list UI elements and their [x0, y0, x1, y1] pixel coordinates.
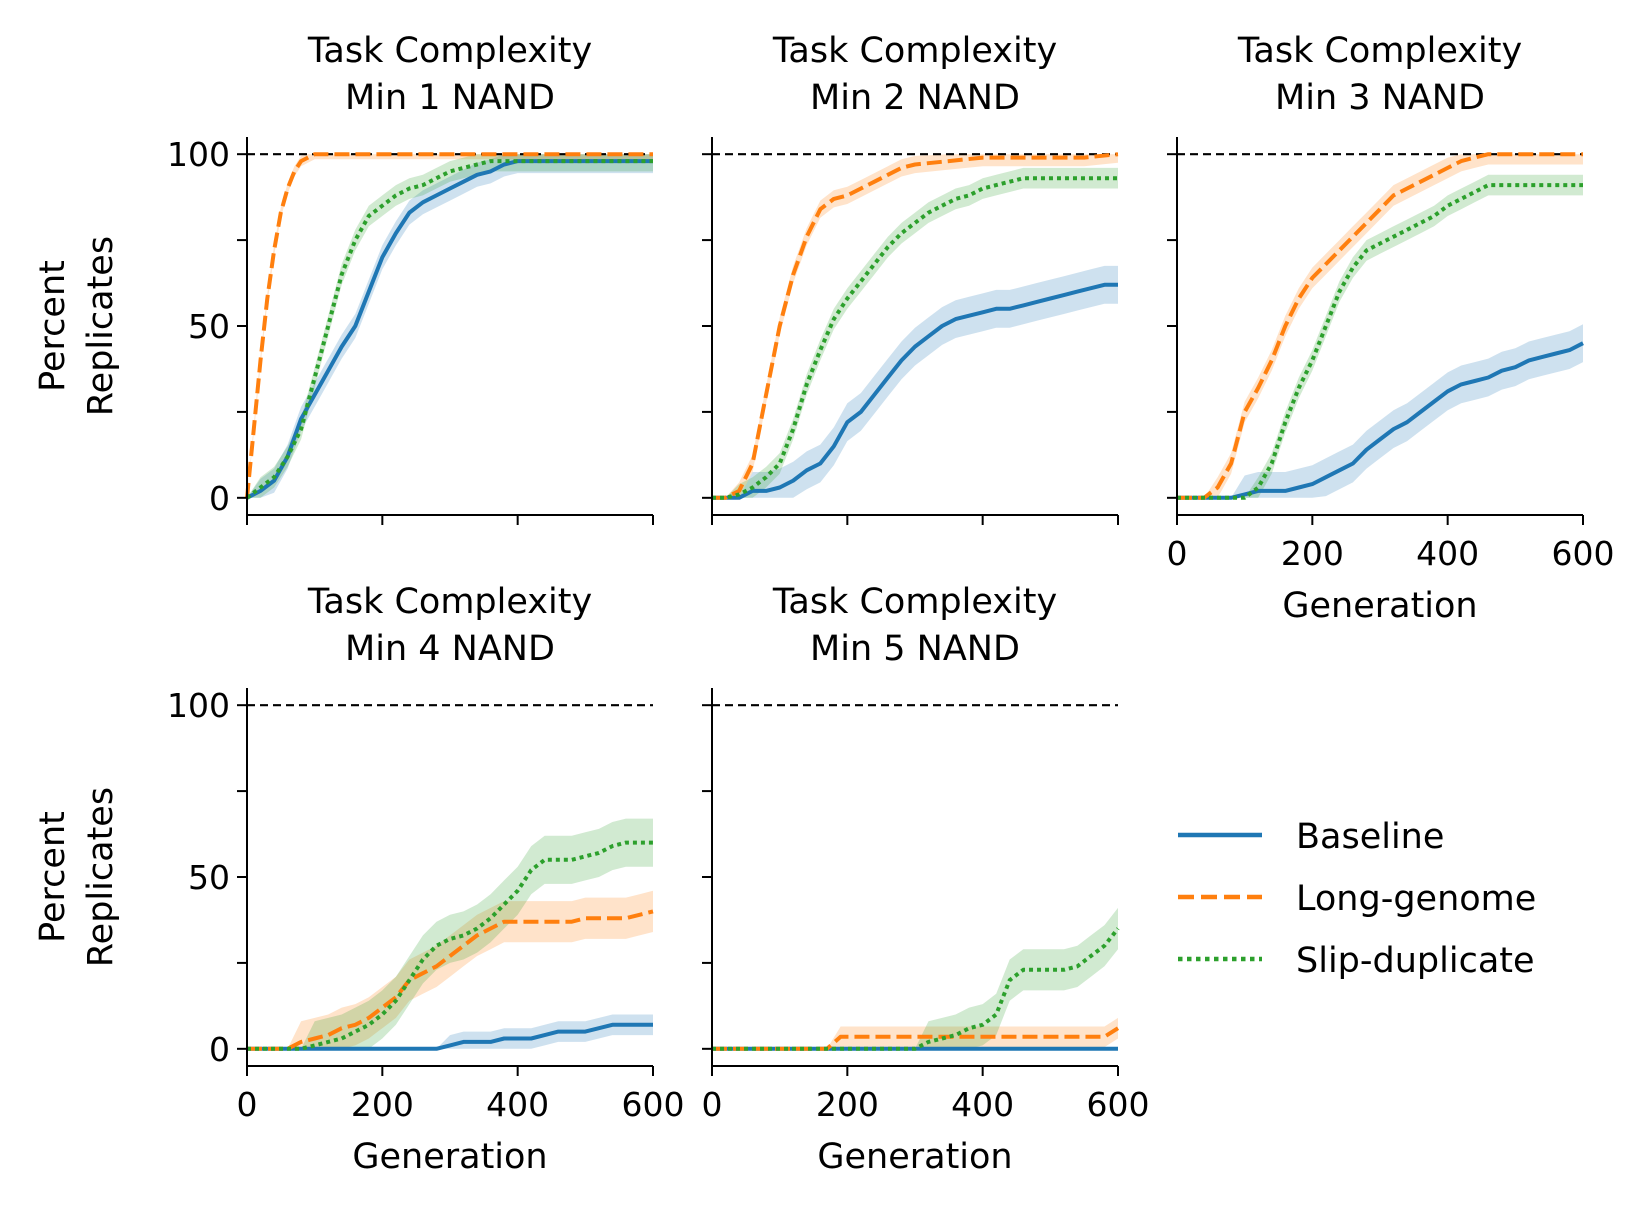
- series-line-long-genome: [247, 909, 654, 1051]
- series-line-long-genome: [712, 152, 1119, 500]
- confidence-band-baseline: [247, 154, 653, 498]
- series-line-baseline: [246, 159, 653, 500]
- confidence-band-slip-duplicate: [247, 818, 653, 1049]
- series-line-baseline: [247, 1022, 653, 1051]
- x-tick-label: 200: [816, 1085, 879, 1124]
- confidence-band-slip-duplicate: [1177, 174, 1583, 498]
- panel-min-3-nand: Task Complexity Min 3 NAND 0 200 400 600 Gen…: [1167, 31, 1615, 626]
- y-axis-label-line2: Replicates: [81, 787, 121, 967]
- y-tick-label: 0: [209, 479, 230, 518]
- panel-title-line1: Task Complexity: [1237, 31, 1522, 71]
- y-axis-label-line2: Replicates: [81, 236, 121, 416]
- panel-title-line2: Min 2 NAND: [810, 78, 1020, 118]
- confidence-band-slip-duplicate: [247, 154, 653, 498]
- series-line-slip-duplicate: [245, 159, 653, 500]
- panel-min-1-nand: Task Complexity Min 1 NAND 0 50 100 Percent…: [33, 31, 654, 525]
- panel-title-line2: Min 1 NAND: [345, 78, 555, 118]
- x-tick-label: 400: [1416, 534, 1479, 573]
- confidence-band-slip-duplicate: [712, 907, 1118, 1049]
- confidence-band-long-genome: [712, 1017, 1118, 1049]
- series-line-slip-duplicate: [712, 927, 1120, 1051]
- series-line-baseline: [712, 282, 1118, 500]
- panel-title-line1: Task Complexity: [307, 582, 592, 622]
- panel-min-5-nand: Task Complexity Min 5 NAND 0 200 400 600 Gen…: [702, 582, 1150, 1177]
- series-line-slip-duplicate: [247, 840, 653, 1051]
- x-tick-label: 0: [702, 1085, 723, 1124]
- series-line-long-genome: [1177, 152, 1583, 500]
- y-tick-label: 0: [209, 1030, 230, 1069]
- y-axis-label-line1: Percent: [33, 260, 73, 392]
- x-axis-label: Generation: [817, 1137, 1012, 1177]
- series-line-slip-duplicate: [1177, 183, 1583, 500]
- x-tick-label: 600: [622, 1085, 685, 1124]
- confidence-band-baseline: [247, 1014, 653, 1049]
- panel-title-line2: Min 5 NAND: [810, 629, 1020, 669]
- y-tick-label: 50: [188, 858, 230, 897]
- x-tick-label: 600: [1087, 1085, 1150, 1124]
- legend-label: Slip-duplicate: [1296, 941, 1535, 981]
- x-tick-label: 200: [1281, 534, 1344, 573]
- confidence-band-baseline: [1177, 324, 1583, 498]
- panel-title-line2: Min 4 NAND: [345, 629, 555, 669]
- legend-label: Long-genome: [1296, 879, 1536, 919]
- confidence-band-long-genome: [247, 154, 653, 498]
- legend-label: Baseline: [1296, 817, 1444, 857]
- x-tick-label: 0: [1167, 534, 1188, 573]
- panel-title-line2: Min 3 NAND: [1275, 78, 1485, 118]
- x-axis-label: Generation: [352, 1137, 547, 1177]
- series-line-long-genome: [245, 152, 653, 498]
- panel-title-line1: Task Complexity: [307, 31, 592, 71]
- x-tick-label: 200: [351, 1085, 414, 1124]
- confidence-band-long-genome: [247, 890, 653, 1049]
- series-line-long-genome: [712, 1026, 1120, 1051]
- x-tick-label: 600: [1552, 534, 1615, 573]
- x-tick-label: 400: [951, 1085, 1014, 1124]
- y-axis-label-line1: Percent: [33, 811, 73, 943]
- y-tick-label: 100: [167, 686, 230, 725]
- panel-min-2-nand: Task Complexity Min 2 NAND: [702, 31, 1119, 525]
- panel-title-line1: Task Complexity: [772, 31, 1057, 71]
- panel-title-line1: Task Complexity: [772, 582, 1057, 622]
- y-tick-label: 100: [167, 135, 230, 174]
- x-axis-label: Generation: [1282, 586, 1477, 626]
- series-line-baseline: [1177, 341, 1584, 500]
- panel-min-4-nand: Task Complexity Min 4 NAND 0 50 100 0 200 400…: [33, 582, 685, 1177]
- confidence-band-long-genome: [712, 154, 1118, 498]
- legend: Baseline Long-genome Slip-duplicate: [1178, 817, 1536, 981]
- y-tick-label: 50: [188, 307, 230, 346]
- confidence-band-baseline: [712, 265, 1118, 498]
- series-line-slip-duplicate: [712, 176, 1118, 500]
- x-tick-label: 400: [486, 1085, 549, 1124]
- x-tick-label: 0: [237, 1085, 258, 1124]
